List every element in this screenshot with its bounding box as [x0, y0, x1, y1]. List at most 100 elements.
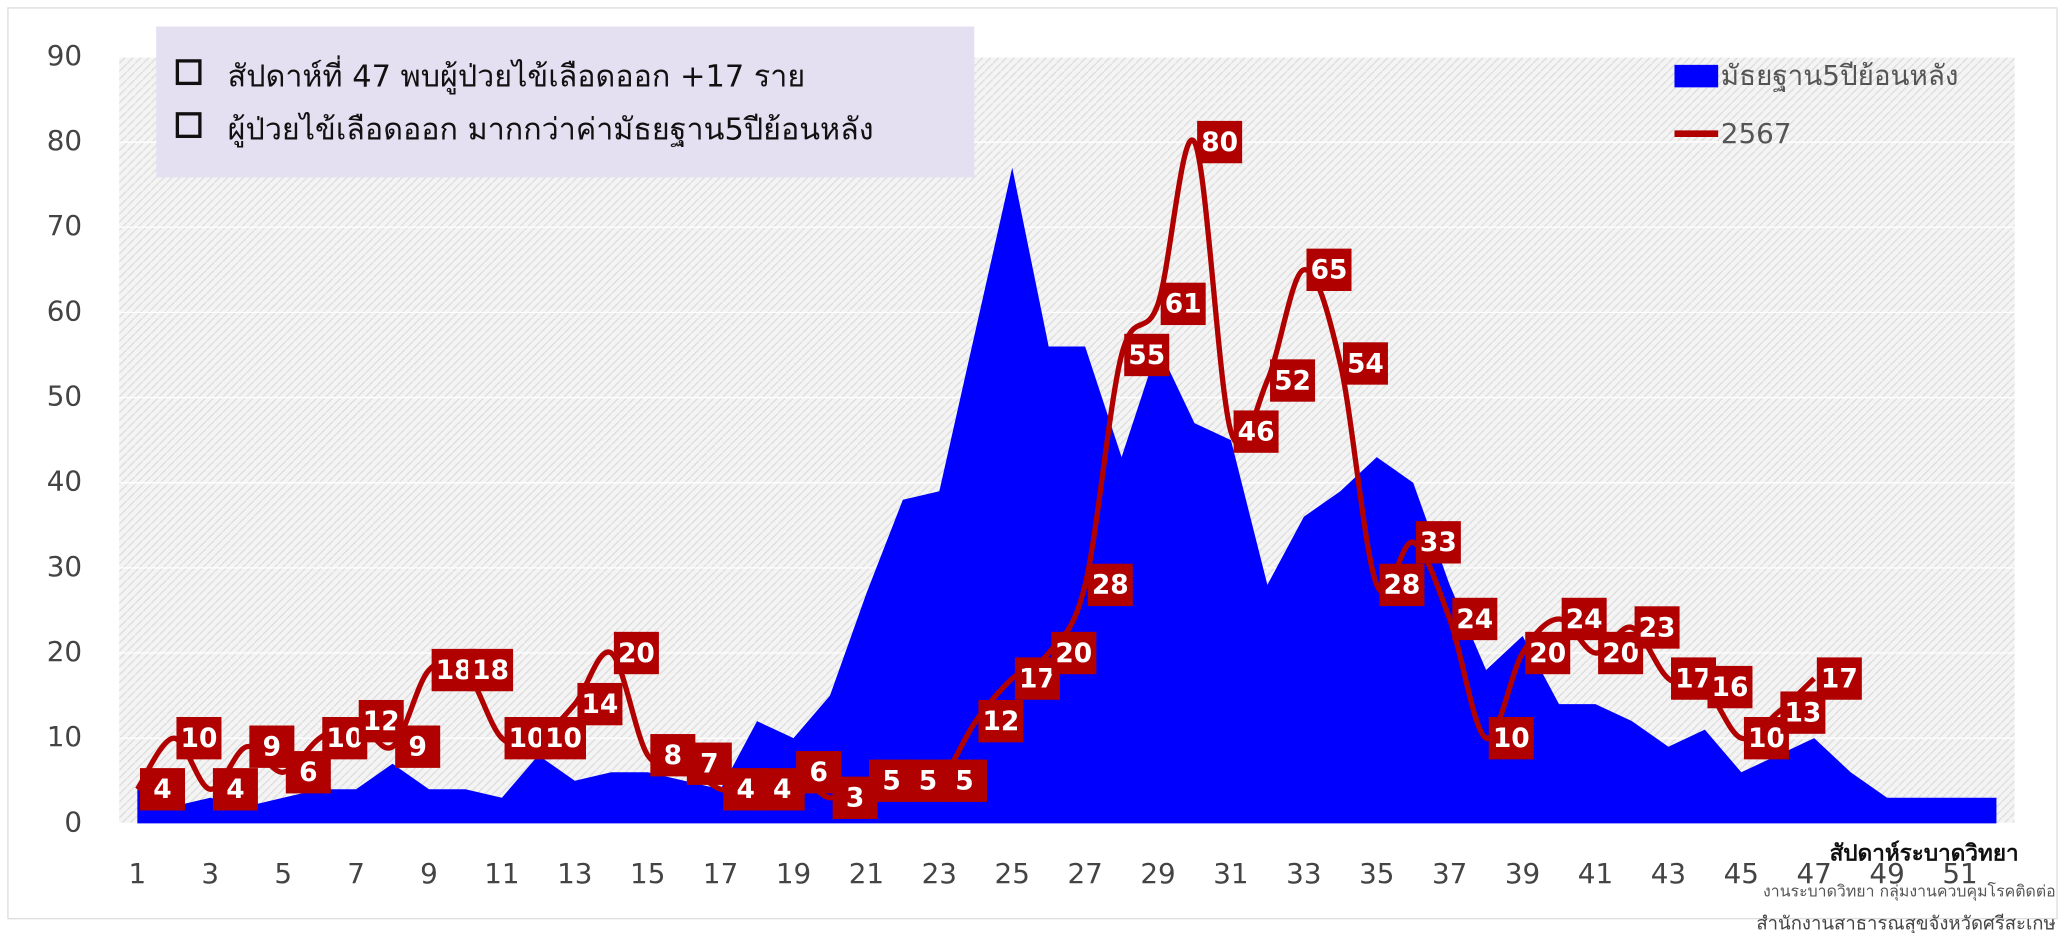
data-label: 6	[299, 757, 317, 788]
data-label: 9	[408, 732, 426, 763]
y-tick-label: 0	[64, 805, 82, 838]
data-label: 16	[1712, 672, 1749, 703]
data-label: 4	[773, 774, 791, 805]
frame	[7, 7, 2058, 920]
y-tick-label: 90	[47, 39, 82, 72]
data-label: 28	[1383, 570, 1420, 601]
y-tick-label: 60	[47, 294, 82, 327]
x-tick-label: 43	[1651, 857, 1686, 890]
x-tick-label: 29	[1140, 857, 1175, 890]
data-label: 10	[326, 723, 363, 754]
data-label: 5	[882, 766, 900, 797]
y-tick-label: 30	[47, 550, 82, 583]
x-tick-label: 11	[484, 857, 519, 890]
data-label: 4	[737, 774, 755, 805]
data-label: 6	[809, 757, 827, 788]
data-label-box	[140, 768, 186, 811]
y-tick-label: 80	[47, 124, 82, 157]
data-label: 13	[1784, 697, 1821, 728]
data-label-box	[1197, 120, 1243, 164]
data-label-box	[577, 682, 623, 726]
data-label-box	[1124, 333, 1170, 377]
data-label-box	[1270, 359, 1316, 402]
x-tick-label: 51	[1942, 857, 1977, 890]
data-label-box	[941, 759, 987, 802]
footnote: สำนักงานสาธารณสุขจังหวัดศรีสะเกษ	[1756, 913, 2055, 933]
annotation: สัปดาห์ที่ 47 พบผู้ป่วยไข้เลือดออก +17 ร…	[228, 55, 806, 95]
data-label: 4	[153, 774, 171, 805]
data-label-box	[1452, 597, 1498, 641]
data-label-box	[395, 725, 441, 768]
data-label: 3	[846, 783, 864, 814]
data-label-box	[1051, 631, 1097, 675]
x-tick-label: 23	[922, 857, 957, 890]
x-tick-label: 1	[129, 857, 147, 890]
x-tick-label: 37	[1432, 857, 1467, 890]
data-label: 18	[472, 655, 509, 686]
x-tick-label: 13	[557, 857, 592, 890]
x-tick-label: 49	[1869, 857, 1904, 890]
data-label-box	[176, 717, 222, 760]
data-label: 24	[1566, 604, 1603, 635]
data-label-box	[1488, 717, 1534, 760]
data-label: 4	[226, 774, 244, 805]
annotation: ผู้ป่วยไข้เลือดออก มากกว่าค่ามัธยฐาน5ปีย…	[228, 112, 874, 148]
y-tick-label: 40	[47, 465, 82, 498]
legend-label: 2567	[1721, 117, 1792, 150]
x-tick-label: 21	[849, 857, 884, 890]
data-label: 17	[1675, 663, 1712, 694]
x-tick-label: 17	[703, 857, 738, 890]
x-tick-label: 35	[1359, 857, 1394, 890]
data-label: 5	[955, 766, 973, 797]
data-label: 10	[545, 723, 582, 754]
data-label-box	[468, 648, 514, 692]
data-label: 10	[1493, 723, 1530, 754]
data-label-box	[212, 768, 258, 811]
data-label: 52	[1274, 365, 1311, 396]
x-tick-label: 15	[630, 857, 665, 890]
data-label: 55	[1128, 340, 1165, 371]
data-label: 20	[1602, 638, 1639, 669]
data-label: 17	[1019, 663, 1056, 694]
data-label: 7	[700, 749, 718, 780]
data-label-box	[978, 699, 1024, 743]
data-label: 9	[263, 732, 281, 763]
x-tick-label: 39	[1505, 857, 1540, 890]
x-tick-label: 47	[1797, 857, 1832, 890]
y-tick-label: 70	[47, 209, 82, 242]
data-label: 80	[1201, 127, 1238, 158]
data-label-box	[613, 631, 659, 675]
checkbox	[175, 112, 202, 138]
data-label-box	[1342, 342, 1388, 385]
x-tick-label: 45	[1724, 857, 1759, 890]
data-label: 12	[982, 706, 1019, 737]
data-label: 5	[919, 766, 937, 797]
x-tick-label: 31	[1213, 857, 1248, 890]
data-label: 23	[1639, 612, 1676, 643]
x-tick-label: 25	[995, 857, 1030, 890]
data-label-box	[1233, 410, 1279, 453]
data-label: 61	[1165, 289, 1202, 320]
legend-swatch	[1674, 64, 1719, 88]
data-label-box	[1707, 665, 1753, 709]
data-label: 8	[664, 740, 682, 771]
x-tick-label: 27	[1067, 857, 1102, 890]
x-tick-label: 33	[1286, 857, 1321, 890]
data-label-box	[1379, 563, 1425, 607]
data-label-box	[1306, 248, 1352, 291]
data-label: 33	[1420, 527, 1457, 558]
x-tick-label: 41	[1578, 857, 1613, 890]
data-label: 12	[363, 706, 400, 737]
data-label: 10	[181, 723, 218, 754]
x-tick-label: 7	[347, 857, 365, 890]
footnote: งานระบาดวิทยา กลุ่มงานควบคุมโรคติดต่อ	[1763, 882, 2056, 902]
x-axis-title: สัปดาห์ระบาดวิทยา	[1830, 839, 2019, 866]
data-label: 20	[1055, 638, 1092, 669]
data-label-box	[1634, 606, 1680, 649]
data-label-box	[1087, 563, 1133, 607]
x-tick-label: 9	[420, 857, 438, 890]
y-tick-label: 50	[47, 380, 82, 413]
data-label: 20	[618, 638, 655, 669]
data-label-box	[1160, 282, 1206, 326]
